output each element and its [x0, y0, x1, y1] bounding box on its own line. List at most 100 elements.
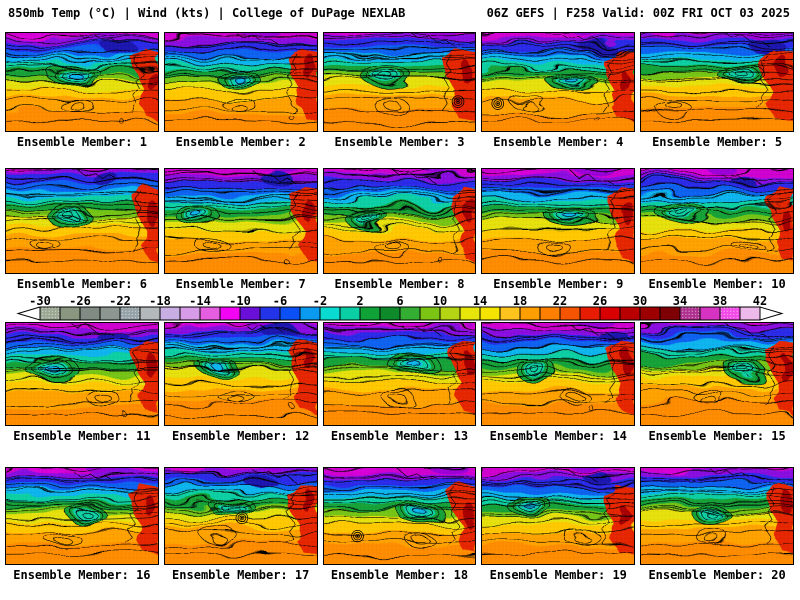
colorbar-tick-label: 6	[396, 294, 403, 308]
colorbar-cell	[59, 306, 81, 321]
ensemble-member-label-11: Ensemble Member: 11	[13, 429, 151, 443]
colorbar-tick-label: -26	[69, 294, 91, 308]
ensemble-map-svg	[164, 468, 317, 564]
colorbar-cell	[179, 306, 201, 321]
ensemble-map-10	[640, 168, 794, 274]
colorbar-cell-stipple	[720, 307, 740, 320]
ensemble-map-18	[322, 467, 477, 565]
ensemble-map-7	[163, 168, 318, 274]
ensemble-map-svg	[641, 468, 793, 564]
ensemble-map-svg	[641, 323, 793, 425]
ensemble-map-svg	[6, 169, 158, 273]
ensemble-map-svg	[482, 33, 635, 131]
ensemble-panel-20: Ensemble Member: 20	[640, 467, 794, 582]
ensemble-map-9	[481, 168, 636, 274]
colorbar-tick-label: 26	[593, 294, 607, 308]
ensemble-map-19	[481, 467, 636, 565]
colorbar-cell	[379, 306, 401, 321]
colorbar-cell	[659, 306, 681, 321]
colorbar-tick-label: 30	[633, 294, 647, 308]
temperature-colorbar: -30 -26 -22 -18 -14 -10 -6 -2 2 6 10 14 18 22 26 30 34 38…	[16, 294, 784, 321]
ensemble-panel-4: Ensemble Member: 4	[481, 32, 636, 149]
colorbar-cell	[259, 306, 281, 321]
ensemble-panel-14: Ensemble Member: 14	[481, 322, 636, 443]
ensemble-member-label-3: Ensemble Member: 3	[334, 135, 465, 149]
ensemble-map-5	[640, 32, 794, 132]
colorbar-tick-label: 38	[713, 294, 727, 308]
ensemble-panel-3: Ensemble Member: 3	[322, 32, 477, 149]
ensemble-map-svg	[164, 323, 317, 425]
ensemble-panel-8: Ensemble Member: 8	[322, 168, 477, 291]
colorbar-tick-label: -14	[189, 294, 211, 308]
colorbar-tick-label: 42	[753, 294, 767, 308]
ensemble-member-label-8: Ensemble Member: 8	[334, 277, 465, 291]
ensemble-member-label-7: Ensemble Member: 7	[175, 277, 306, 291]
ensemble-map-svg	[482, 169, 635, 273]
ensemble-member-label-12: Ensemble Member: 12	[172, 429, 310, 443]
colorbar-cell	[79, 306, 101, 321]
ensemble-member-label-1: Ensemble Member: 1	[16, 135, 147, 149]
ensemble-panel-10: Ensemble Member: 10	[640, 168, 794, 291]
colorbar-tick-label: 14	[473, 294, 487, 308]
colorbar-tick-label: -18	[149, 294, 171, 308]
colorbar-cell-stipple	[40, 307, 60, 320]
colorbar-cell	[319, 306, 341, 321]
colorbar-cell	[239, 306, 261, 321]
colorbar-cell	[159, 306, 181, 321]
ensemble-member-label-2: Ensemble Member: 2	[175, 135, 306, 149]
ensemble-map-12	[163, 322, 318, 426]
ensemble-panel-15: Ensemble Member: 15	[640, 322, 794, 443]
colorbar-cell	[459, 306, 481, 321]
ensemble-map-17	[163, 467, 318, 565]
colorbar-cell	[339, 306, 361, 321]
colorbar-tick-label: 2	[356, 294, 363, 308]
colorbar-tick-label: -30	[29, 294, 51, 308]
ensemble-map-8	[322, 168, 477, 274]
ensemble-member-label-10: Ensemble Member: 10	[648, 277, 786, 291]
ensemble-member-label-5: Ensemble Member: 5	[652, 135, 783, 149]
colorbar-cell	[439, 306, 461, 321]
ensemble-member-label-17: Ensemble Member: 17	[172, 568, 310, 582]
colorbar-cell	[579, 306, 601, 321]
ensemble-map-svg	[482, 468, 635, 564]
product-run-valid-time: 06Z GEFS | F258 Valid: 00Z FRI OCT 03 20…	[486, 6, 790, 20]
ensemble-map-20	[640, 467, 794, 565]
ensemble-panel-12: Ensemble Member: 12	[163, 322, 318, 443]
ensemble-map-svg	[323, 169, 476, 273]
colorbar-cell	[479, 306, 501, 321]
colorbar-right-arrow	[759, 306, 784, 321]
ensemble-row-4: Ensemble Member: 16 Ensemble Member: 17	[5, 467, 794, 582]
ensemble-member-label-15: Ensemble Member: 15	[648, 429, 786, 443]
colorbar-tick-label: 10	[433, 294, 447, 308]
colorbar-cell-stipple	[680, 307, 700, 320]
ensemble-member-label-9: Ensemble Member: 9	[493, 277, 624, 291]
product-header: 850mb Temp (°C) | Wind (kts) | College o…	[8, 6, 790, 20]
ensemble-panel-16: Ensemble Member: 16	[5, 467, 159, 582]
ensemble-panel-13: Ensemble Member: 13	[322, 322, 477, 443]
ensemble-map-13	[322, 322, 477, 426]
ensemble-panel-7: Ensemble Member: 7	[163, 168, 318, 291]
ensemble-map-svg	[164, 169, 317, 273]
ensemble-member-label-13: Ensemble Member: 13	[330, 429, 469, 443]
colorbar-cell	[619, 306, 641, 321]
ensemble-row-2: Ensemble Member: 6 Ensemble Member: 7	[5, 168, 794, 291]
ensemble-map-svg	[323, 33, 476, 131]
colorbar-cell	[139, 306, 161, 321]
ensemble-panel-9: Ensemble Member: 9	[481, 168, 636, 291]
ensemble-map-16	[5, 467, 159, 565]
ensemble-member-label-14: Ensemble Member: 14	[489, 429, 627, 443]
colorbar-cell	[219, 306, 241, 321]
ensemble-map-4	[481, 32, 636, 132]
colorbar-tick-label: 34	[673, 294, 687, 308]
ensemble-map-14	[481, 322, 636, 426]
ensemble-row-1: Ensemble Member: 1 Ensemble Member: 2	[5, 32, 794, 149]
ensemble-map-svg	[641, 169, 793, 273]
colorbar-cell	[419, 306, 441, 321]
colorbar-cell	[699, 306, 721, 321]
ensemble-member-label-4: Ensemble Member: 4	[493, 135, 624, 149]
colorbar-cell	[299, 306, 321, 321]
ensemble-row-3: Ensemble Member: 11 Ensemble Member: 12	[5, 322, 794, 443]
ensemble-map-svg	[6, 468, 158, 564]
colorbar-cell	[199, 306, 221, 321]
ensemble-map-3	[322, 32, 477, 132]
